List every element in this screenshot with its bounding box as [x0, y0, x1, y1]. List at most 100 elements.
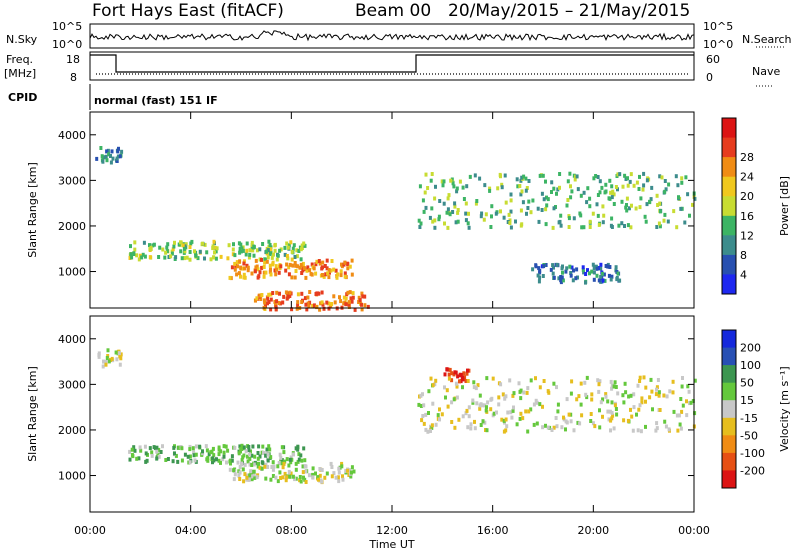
echo-cell [150, 450, 154, 455]
echo-cell [546, 425, 550, 430]
echo-cell [252, 469, 256, 474]
echo-cell [567, 225, 571, 229]
echo-cell [246, 454, 249, 459]
echo-cell [244, 449, 248, 454]
echo-cell [617, 223, 621, 228]
echo-cell [634, 206, 638, 211]
echo-cell [643, 214, 647, 219]
echo-cell [509, 209, 513, 214]
echo-cell [499, 209, 502, 214]
echo-cell [291, 474, 295, 479]
echo-cell [445, 388, 449, 393]
echo-cell [312, 303, 316, 308]
echo-cell [644, 385, 648, 390]
echo-cell [537, 266, 541, 271]
echo-cell [606, 409, 610, 414]
echo-cell [590, 269, 594, 274]
colorbar-swatch [722, 347, 736, 366]
echo-cell [609, 418, 613, 423]
echo-cell [148, 446, 152, 451]
echo-cell [463, 375, 467, 380]
nsearch-tick-high: 10^5 [703, 20, 733, 33]
echo-cell [612, 384, 616, 389]
echo-cell [534, 263, 538, 268]
echo-cell [433, 382, 437, 387]
echo-cell [170, 251, 174, 256]
colorbar-label: Velocity [m s⁻¹] [778, 366, 791, 451]
power-ylabel: Slant Range [km] [26, 162, 39, 258]
echo-cell [542, 264, 546, 269]
echo-cell [537, 279, 541, 284]
echo-cell [230, 454, 234, 459]
echo-cell [618, 278, 622, 283]
echo-cell [607, 417, 611, 422]
nsky-label: N.Sky [6, 33, 38, 46]
echo-cell [198, 444, 202, 449]
echo-cell [263, 260, 267, 265]
echo-cell [107, 152, 111, 157]
echo-cell [246, 459, 250, 464]
echo-cell [228, 467, 232, 472]
colorbar-swatch [722, 382, 736, 401]
echo-cell [537, 219, 541, 224]
echo-cell [256, 462, 260, 466]
echo-cell [576, 187, 580, 192]
echo-cell [433, 225, 437, 230]
echo-cell [685, 399, 688, 404]
echo-cell [417, 402, 421, 407]
echo-cell [630, 203, 633, 208]
echo-cell [645, 202, 649, 207]
echo-cell [569, 195, 573, 200]
echo-cell [664, 424, 668, 429]
colorbar-tick-label: -200 [740, 464, 765, 477]
echo-cell [266, 255, 270, 260]
echo-cell [116, 149, 120, 154]
echo-cell [294, 476, 298, 481]
echo-cell [504, 200, 508, 205]
echo-cell [526, 206, 530, 210]
echo-cell [590, 397, 594, 402]
echo-cell [339, 299, 343, 304]
echo-cell [212, 453, 216, 458]
echo-cell [344, 468, 348, 473]
echo-cell [180, 446, 184, 451]
echo-cell [579, 213, 583, 218]
echo-cell [343, 260, 347, 265]
echo-cell [130, 453, 134, 457]
echo-cell [564, 427, 567, 432]
echo-cell [443, 221, 446, 226]
echo-cell [303, 296, 307, 301]
echo-cell [596, 175, 600, 179]
echo-cell [567, 412, 571, 417]
echo-cell [233, 267, 237, 272]
echo-cell [348, 290, 352, 295]
echo-cell [128, 256, 132, 260]
colorbar-swatch [722, 435, 736, 454]
echo-cell [450, 400, 454, 405]
echo-cell [613, 380, 617, 385]
echo-cell [104, 154, 108, 159]
echo-cell [252, 472, 256, 477]
echo-cell [458, 179, 462, 184]
echo-cell [535, 421, 539, 426]
colorbar-swatch [722, 400, 736, 419]
echo-cell [532, 402, 536, 407]
echo-cell [468, 174, 472, 179]
echo-cell [581, 265, 585, 270]
echo-cell [671, 379, 675, 384]
echo-cell [233, 261, 237, 266]
freq-trace [90, 54, 694, 73]
echo-cell [242, 445, 246, 450]
echo-cell [461, 377, 465, 382]
echo-cell [295, 248, 299, 253]
echo-cell [305, 307, 309, 312]
echo-cell [231, 252, 235, 257]
echo-cell [219, 460, 222, 465]
echo-cell [455, 189, 459, 194]
echo-cell [174, 453, 178, 458]
echo-cell [155, 456, 159, 461]
echo-cell [610, 410, 614, 415]
echo-cell [217, 452, 221, 457]
echo-cell [325, 258, 329, 263]
echo-cell [675, 225, 679, 230]
